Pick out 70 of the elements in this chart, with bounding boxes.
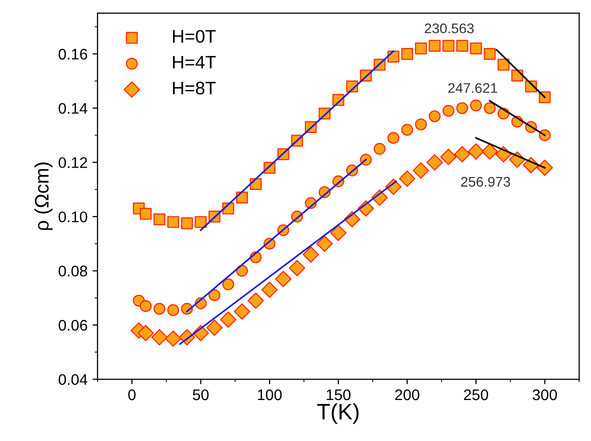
point (401, 124, 414, 136)
annotation: 256.973 (461, 176, 510, 187)
point (440, 148, 457, 166)
point (194, 216, 207, 228)
point (261, 282, 278, 298)
point (220, 311, 236, 328)
point (470, 42, 482, 54)
point (275, 270, 292, 288)
annotation: 247.621 (448, 83, 498, 93)
point (456, 40, 468, 52)
y-tick-label: 0.08 (58, 266, 88, 276)
point (288, 260, 306, 276)
point (498, 58, 510, 71)
point (428, 110, 441, 122)
point (484, 102, 496, 114)
point (316, 236, 333, 252)
point (140, 300, 152, 312)
point (208, 289, 220, 302)
point (248, 292, 264, 309)
legend-label: H=4T (173, 56, 216, 68)
x-tick-label: 50 (192, 389, 209, 400)
point (165, 330, 182, 347)
y-tick-label: 0.16 (58, 48, 88, 60)
x-tick-label: 200 (395, 389, 420, 400)
x-tick-label: 300 (532, 389, 557, 400)
point (442, 104, 454, 117)
point (470, 99, 482, 112)
point (468, 143, 484, 160)
x-axis-title: T(K) (317, 403, 359, 424)
y-tick-label: 0.14 (58, 102, 88, 114)
point (401, 48, 414, 60)
y-tick-label: 0.12 (58, 157, 88, 168)
point (138, 325, 154, 342)
y-tick-label: 0.04 (58, 374, 88, 385)
legend-label: H=0T (173, 30, 216, 43)
point (330, 224, 347, 242)
point (482, 143, 498, 160)
point (387, 132, 400, 144)
point (412, 162, 430, 179)
point (414, 118, 427, 130)
x-tick-label: 150 (326, 389, 350, 400)
point (456, 102, 468, 114)
point (484, 48, 496, 60)
point (398, 170, 416, 187)
point (302, 246, 319, 263)
point (151, 329, 168, 346)
y-axis-title: ρ (Ωcm) (34, 162, 53, 230)
point (442, 40, 454, 52)
point (234, 303, 250, 320)
point (154, 213, 166, 226)
point (167, 216, 180, 228)
x-tick-label: 100 (258, 389, 282, 400)
point (454, 146, 470, 162)
annotation: 230.563 (424, 23, 474, 34)
y-tick-label: 0.10 (58, 211, 88, 222)
point (236, 264, 248, 277)
point (222, 278, 234, 290)
point (374, 142, 386, 155)
point (140, 208, 152, 220)
point (154, 302, 166, 315)
x-tick-label: 0 (128, 389, 136, 400)
point (414, 42, 427, 54)
point (167, 304, 180, 316)
point (428, 40, 441, 52)
point (426, 154, 443, 171)
x-tick-label: 250 (464, 389, 488, 400)
point (181, 217, 193, 230)
point (206, 320, 223, 336)
y-tick-label: 0.06 (58, 320, 88, 331)
legend-label: H=8T (173, 82, 216, 94)
